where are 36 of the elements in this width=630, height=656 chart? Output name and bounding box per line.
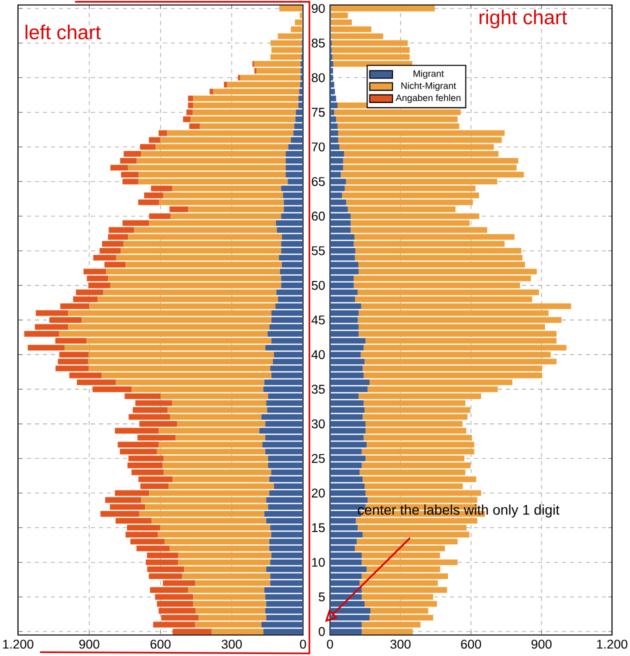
y-tick-label: 50: [312, 280, 325, 290]
y-tick-label: 45: [311, 316, 325, 324]
x-tick-label: 900: [532, 640, 552, 649]
legend-label: Nicht-Migrant: [401, 82, 456, 91]
y-tick-label: 10: [312, 558, 325, 567]
y-tick-label: 70: [312, 142, 325, 152]
x-tick-label: 300: [390, 640, 411, 649]
y-tick-label: 85: [312, 38, 325, 48]
x-tick-label: 300: [222, 640, 242, 649]
y-tick-label: 15: [312, 523, 325, 532]
x-tick-label: 600: [461, 640, 482, 649]
x-tick-label: 1.200: [3, 640, 34, 649]
y-tick-label: 55: [312, 246, 325, 256]
x-tick-label: 600: [150, 640, 171, 649]
bar: [238, 74, 240, 81]
annotation: right chart: [480, 10, 568, 28]
legend-label: Migrant: [414, 70, 444, 79]
y-tick-label: 5: [318, 592, 325, 602]
y-tick-label: 80: [312, 73, 325, 82]
x-tick-label: 1.200: [597, 640, 628, 649]
y-tick-label: 35: [312, 384, 325, 394]
annotation: left chart: [26, 24, 101, 40]
y-tick-label: 20: [312, 488, 325, 498]
y-tick-label: 25: [312, 454, 325, 463]
x-tick-label: 0: [326, 640, 334, 649]
y-tick-label: 30: [312, 419, 325, 428]
y-tick-label: 40: [311, 350, 325, 360]
legend-label: Angaben fehlen: [396, 94, 460, 103]
y-tick-label: 65: [312, 177, 325, 186]
x-tick-label: 900: [79, 640, 100, 649]
y-tick-label: 75: [312, 108, 325, 117]
y-tick-label: 60: [312, 212, 325, 221]
x-tick-label: 0: [300, 640, 306, 649]
y-tick-label: 90: [312, 4, 325, 13]
y-tick-label: 0: [318, 627, 325, 636]
bar: [210, 88, 213, 94]
